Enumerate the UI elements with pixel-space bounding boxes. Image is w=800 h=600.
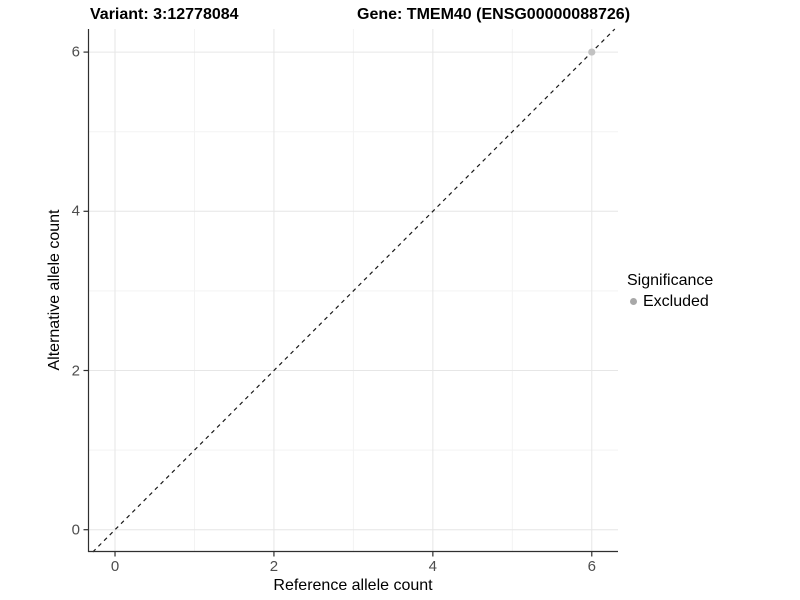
x-tick-label: 4: [428, 558, 438, 575]
identity-reference-line: [92, 28, 616, 553]
y-tick-label: 2: [71, 362, 80, 379]
y-tick-label: 6: [71, 43, 80, 61]
x-tick-label: 6: [587, 558, 596, 575]
y-tick-label: 0: [71, 521, 80, 539]
legend-title: Significance: [627, 272, 714, 289]
legend-item-label: Excluded: [643, 293, 709, 310]
excluded-point-icon: [630, 298, 637, 305]
gene-title: Gene: TMEM40 (ENSG00000088726): [357, 6, 631, 23]
legend: Significance Excluded: [627, 271, 713, 311]
chart-svg: [83, 28, 618, 557]
data-point-excluded: [588, 48, 596, 56]
x-tick-label: 2: [269, 558, 279, 575]
x-axis-title: Reference allele count: [273, 577, 433, 594]
y-axis-title: Alternative allele count: [46, 209, 63, 371]
plot-panel: [83, 28, 618, 557]
y-tick-label: 4: [71, 202, 80, 220]
variant-title: Variant: 3:12778084: [90, 6, 239, 23]
x-tick-label: 0: [110, 558, 120, 575]
legend-item-excluded: Excluded: [627, 292, 713, 311]
